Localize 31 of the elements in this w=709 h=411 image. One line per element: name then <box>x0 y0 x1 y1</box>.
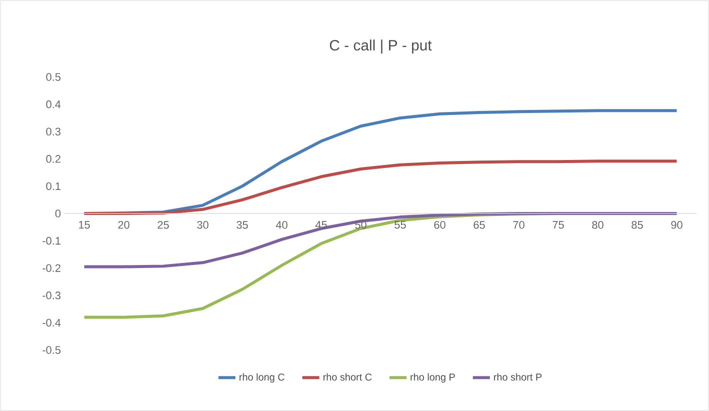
x-tick-label: 90 <box>671 221 682 229</box>
chart-title: C - call | P - put <box>330 40 432 54</box>
x-tick-label: 85 <box>632 221 643 229</box>
x-tick-label: 80 <box>592 221 604 229</box>
x-tick-label: 75 <box>552 221 564 229</box>
y-tick-label: 0 <box>55 210 61 218</box>
x-tick-label: 55 <box>394 221 406 229</box>
y-tick-label: 0.2 <box>46 155 60 163</box>
y-tick-label: 0.5 <box>46 73 61 81</box>
y-tick-label: -0.5 <box>42 346 61 354</box>
x-tick-label: 65 <box>474 221 485 229</box>
x-tick-label: 35 <box>236 221 248 229</box>
legend-label: rho short C <box>323 373 372 381</box>
y-tick-label: -0.4 <box>42 318 61 327</box>
x-tick-label: 40 <box>276 221 288 229</box>
y-tick-label: 0.1 <box>46 182 60 190</box>
y-tick-label: -0.3 <box>42 292 60 300</box>
legend-label: rho long P <box>410 373 455 383</box>
y-tick-label: 0.3 <box>46 128 60 136</box>
x-tick-label: 25 <box>158 221 169 229</box>
legend-label: rho long C <box>240 373 284 383</box>
x-tick-label: 60 <box>434 221 446 229</box>
y-tick-label: -0.1 <box>42 236 60 245</box>
x-tick-label: 20 <box>118 221 130 229</box>
x-tick-label: 45 <box>315 221 327 229</box>
legend-label: rho short P <box>494 373 542 381</box>
x-tick-label: 30 <box>197 221 208 229</box>
y-tick-label: -0.2 <box>42 264 60 272</box>
x-tick-label: 15 <box>78 221 90 229</box>
x-tick-label: 70 <box>513 221 524 229</box>
y-tick-label: 0.4 <box>46 100 61 108</box>
